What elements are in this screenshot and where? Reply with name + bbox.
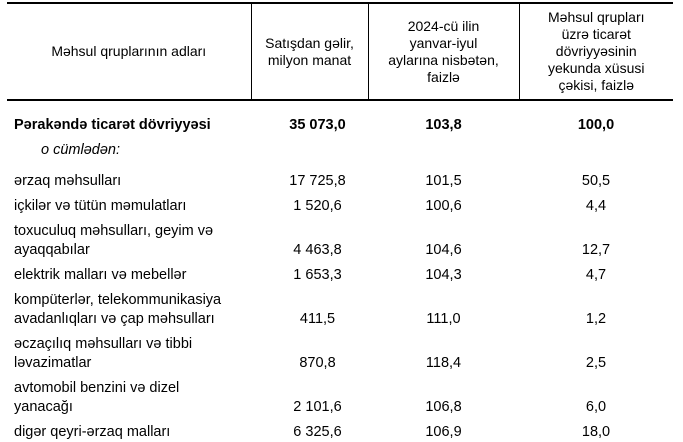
row-label: toxuculuq məhsulları, geyim və ayaqqabıl… xyxy=(14,223,214,258)
table-row: ərzaq məhsulları 17 725,8 101,5 50,5 xyxy=(7,169,673,194)
share-value: 4,4 xyxy=(585,198,607,214)
row-label: avtomobil benzini və dizel yanacağı xyxy=(14,380,180,415)
col-header-index-vs-2024: 2024-cü ilin yanvar-iyul aylarına nisbət… xyxy=(367,3,519,101)
row-label: ərzaq məhsulları xyxy=(14,173,122,189)
index-value: 118,4 xyxy=(425,355,462,371)
revenue-value xyxy=(251,138,368,169)
share-value: 4,7 xyxy=(585,267,607,283)
revenue-value: 2 101,6 xyxy=(293,399,342,415)
revenue-value: 4 463,8 xyxy=(293,242,342,258)
retail-trade-table: Məhsul qruplarının adları Satışdan gəlir… xyxy=(7,2,673,442)
revenue-value: 411,5 xyxy=(299,311,336,327)
index-value: 111,0 xyxy=(426,311,461,327)
row-label: digər qeyri-ərzaq malları xyxy=(14,424,171,440)
revenue-value: 870,8 xyxy=(299,355,336,371)
index-value xyxy=(368,138,519,169)
index-value: 100,6 xyxy=(425,198,462,214)
row-label: elektrik malları və mebellər xyxy=(14,267,187,283)
table-body: Pərakəndə ticarət dövriyyəsi 35 073,0 103,… xyxy=(7,100,673,442)
row-label: əczaçılıq məhsulları və tibbi ləvazimatl… xyxy=(14,336,193,371)
share-value: 2,5 xyxy=(585,355,607,371)
row-label: Pərakəndə ticarət dövriyyəsi xyxy=(14,117,211,133)
col-header-sales-revenue: Satışdan gəlir, milyon manat xyxy=(250,3,368,101)
row-label: içkilər və tütün məmulatları xyxy=(14,198,187,214)
share-value: 1,2 xyxy=(585,311,607,327)
share-value: 50,5 xyxy=(581,173,611,189)
revenue-value: 1 520,6 xyxy=(293,198,342,214)
revenue-value: 35 073,0 xyxy=(289,117,346,133)
table-row: içkilər və tütün məmulatları 1 520,6 100,6… xyxy=(7,194,673,219)
share-value: 18,0 xyxy=(581,424,611,440)
index-value: 106,8 xyxy=(425,399,462,415)
row-label: kompüterlər, telekommunikasiya avadanlıq… xyxy=(14,292,222,327)
col-header-product-groups: Məhsul qruplarının adları xyxy=(7,3,251,101)
index-value: 106,9 xyxy=(425,424,462,440)
share-value: 100,0 xyxy=(577,117,615,133)
revenue-value: 17 725,8 xyxy=(289,173,346,189)
revenue-value: 6 325,6 xyxy=(293,424,342,440)
index-value: 104,3 xyxy=(425,267,462,283)
table-header: Məhsul qruplarının adları Satışdan gəlir… xyxy=(7,3,673,101)
share-value: 12,7 xyxy=(581,242,611,258)
index-value: 103,8 xyxy=(425,117,462,133)
col-header-share-in-total: Məhsul qrupları üzrə ticarət dövriyyəsin… xyxy=(518,3,673,101)
table-row: əczaçılıq məhsulları və tibbi ləvazimatl… xyxy=(7,332,673,376)
table-row: digər qeyri-ərzaq malları 6 325,6 106,9 18,… xyxy=(7,420,673,442)
share-value: 6,0 xyxy=(585,399,607,415)
index-value: 104,6 xyxy=(425,242,462,258)
table-row: avtomobil benzini və dizel yanacağı 2 101… xyxy=(7,376,673,420)
revenue-value: 1 653,3 xyxy=(293,267,342,283)
table-row: kompüterlər, telekommunikasiya avadanlıq… xyxy=(7,288,673,332)
index-value: 101,5 xyxy=(425,173,462,189)
table-row: Pərakəndə ticarət dövriyyəsi 35 073,0 103,… xyxy=(7,100,673,138)
table-row: elektrik malları və mebellər 1 653,3 104,3… xyxy=(7,263,673,288)
share-value xyxy=(519,138,673,169)
row-label: o cümlədən: xyxy=(41,142,120,158)
table-row: toxuculuq məhsulları, geyim və ayaqqabıl… xyxy=(7,219,673,263)
table-row: o cümlədən: xyxy=(7,138,673,169)
